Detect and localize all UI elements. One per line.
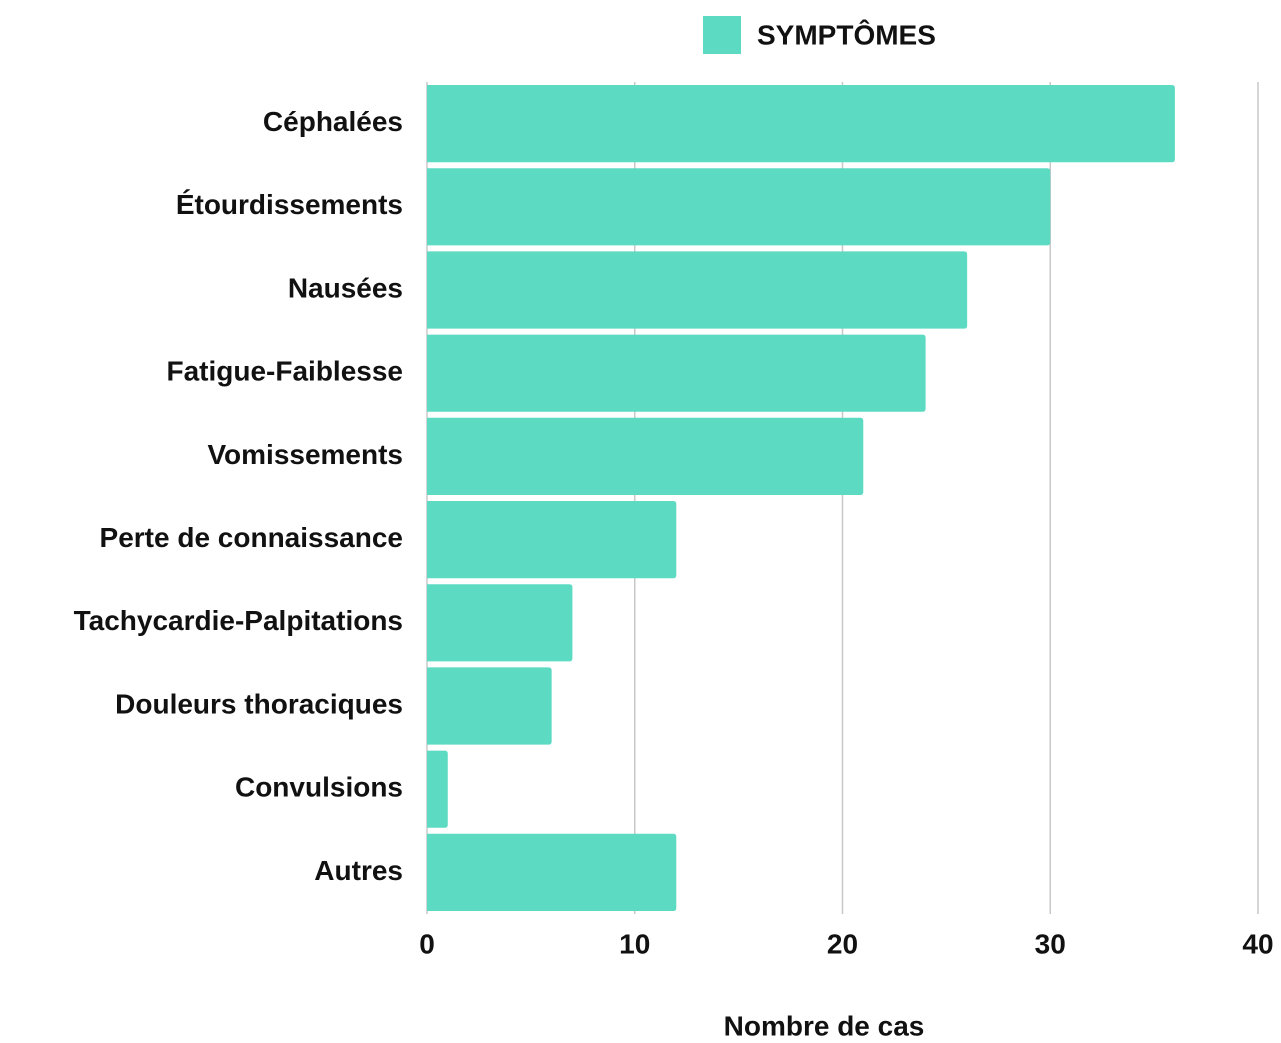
y-tick-label: Tachycardie-Palpitations [74, 605, 403, 636]
y-tick-label: Nausées [288, 272, 403, 303]
y-tick-label: Convulsions [235, 772, 403, 803]
bar [427, 584, 573, 662]
legend-label: SYMPTÔMES [757, 18, 936, 50]
y-tick-label: Perte de connaissance [100, 522, 403, 553]
bar [427, 417, 864, 495]
x-tick-label: 20 [827, 928, 858, 959]
y-tick-label: Céphalées [263, 106, 403, 137]
x-tick-label: 10 [619, 928, 650, 959]
legend-swatch [703, 16, 741, 54]
bar [427, 168, 1051, 246]
bar [427, 833, 677, 911]
x-tick-label: 0 [419, 928, 435, 959]
bar [427, 501, 677, 579]
y-tick-label: Fatigue-Faiblesse [166, 356, 403, 387]
x-tick-label: 40 [1242, 928, 1273, 959]
x-axis-label: Nombre de cas [724, 1010, 925, 1041]
x-tick-label: 30 [1035, 928, 1066, 959]
y-tick-label: Étourdissements [176, 189, 403, 220]
bar [427, 251, 968, 329]
bar [427, 667, 552, 745]
bar [427, 85, 1175, 163]
y-tick-label: Vomissements [207, 439, 403, 470]
y-tick-label: Autres [314, 855, 403, 886]
bar [427, 750, 448, 828]
y-tick-label: Douleurs thoraciques [115, 688, 403, 719]
bar [427, 334, 926, 412]
